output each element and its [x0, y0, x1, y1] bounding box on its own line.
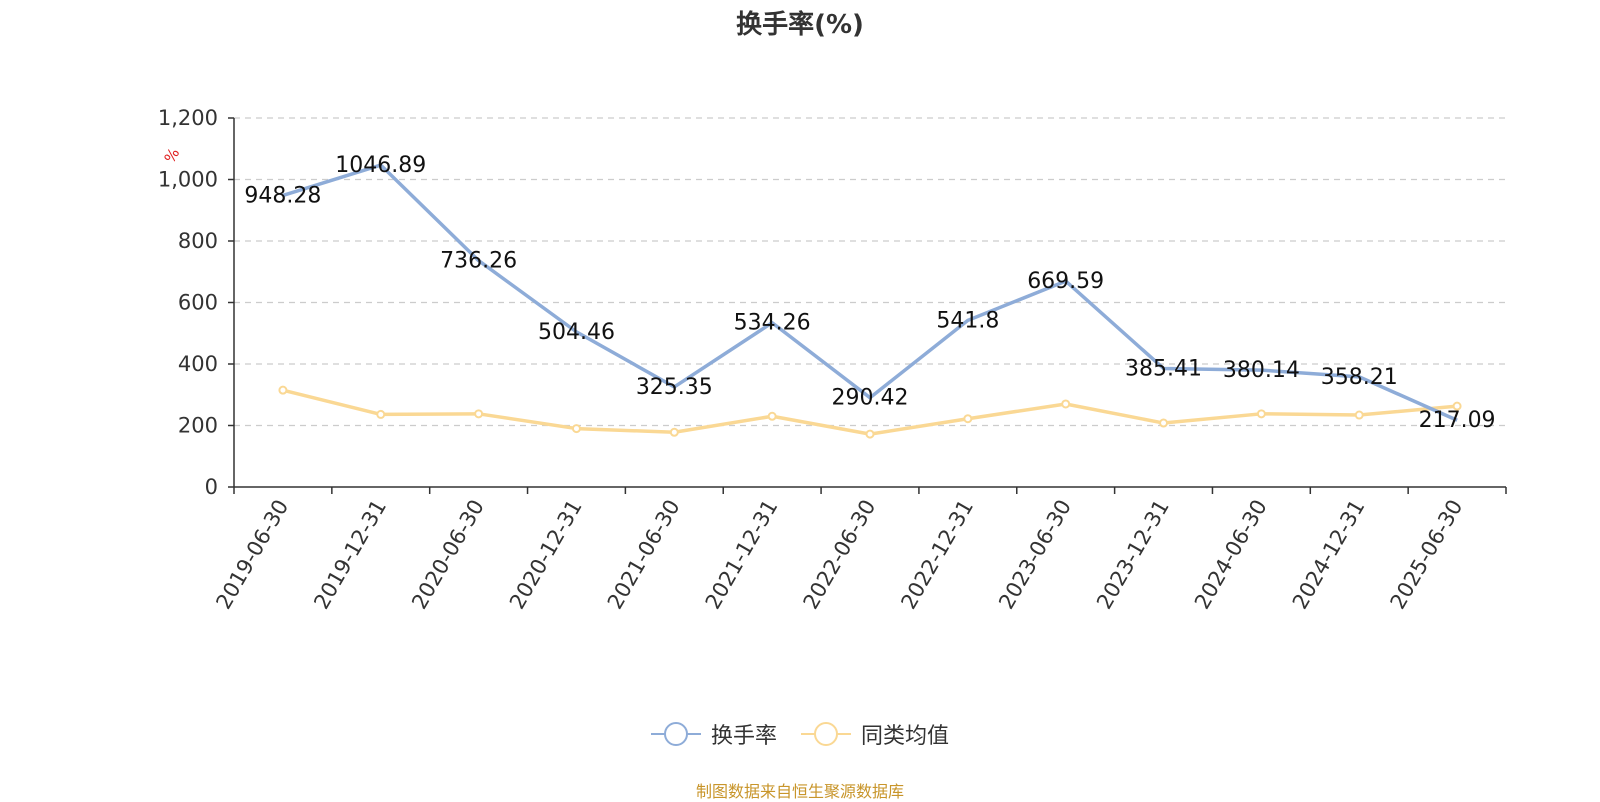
data-point-peer-average [1061, 399, 1071, 409]
data-label-turnover: 385.41 [1125, 356, 1202, 381]
data-labels: 948.28 1046.89 736.26 504.46 325.35 534.26 290… [244, 153, 1495, 433]
y-tick-label: 1,000 [158, 168, 218, 192]
x-tick-label: 2020-06-30 [407, 495, 489, 613]
data-label-turnover: 325.35 [636, 375, 713, 400]
data-label-turnover: 948.28 [244, 183, 321, 208]
x-tick-label: 2025-06-30 [1386, 496, 1468, 614]
data-label-turnover: 217.09 [1419, 408, 1496, 433]
data-point-peer-average [376, 409, 386, 419]
data-label-turnover: 736.26 [440, 249, 517, 274]
x-tick-label: 2020-12-31 [505, 496, 587, 614]
x-tick-label: 2023-06-30 [994, 496, 1076, 614]
series-lines [278, 163, 1462, 439]
data-label-turnover: 358.21 [1321, 365, 1398, 390]
legend-label-turnover: 换手率 [710, 724, 777, 749]
x-tick-label: 2019-12-31 [309, 496, 391, 614]
legend-item-turnover[interactable]: 换手率 [650, 718, 777, 750]
data-point-peer-average [963, 414, 973, 424]
data-label-turnover: 669.59 [1027, 269, 1104, 294]
x-tick-label: 2019-06-30 [211, 496, 293, 614]
legend-marker-turnover-icon [650, 721, 701, 747]
x-tick-label: 2022-12-31 [896, 496, 978, 614]
data-label-turnover: 504.46 [538, 320, 615, 345]
legend-marker-peer-average-icon [801, 721, 851, 747]
data-point-peer-average [767, 411, 777, 421]
y-tick-label: 600 [178, 291, 218, 315]
x-tick-label: 2024-06-30 [1190, 496, 1272, 614]
data-point-peer-average [571, 424, 581, 434]
y-axis-unit-label: % [161, 145, 184, 166]
x-tick-label: 2024-12-31 [1288, 496, 1370, 614]
data-label-turnover: 290.42 [832, 386, 909, 411]
y-tick-label: 400 [178, 352, 218, 376]
data-label-turnover: 380.14 [1223, 358, 1300, 383]
axes: 0 200 400 600 800 1,000 1,200 2019-06-30 2019-12… [158, 106, 1507, 614]
data-point-peer-average [669, 427, 679, 437]
data-point-peer-average [865, 429, 875, 439]
x-tick-label: 2023-12-31 [1092, 496, 1174, 614]
legend: 换手率 同类均值 [0, 718, 1600, 750]
grid-lines [234, 117, 1506, 427]
x-tick-label: 2022-06-30 [799, 496, 881, 614]
x-tick-label: 2021-12-31 [701, 496, 783, 614]
data-point-peer-average [1354, 410, 1364, 420]
data-point-peer-average [1452, 401, 1462, 411]
data-label-turnover: 534.26 [734, 311, 811, 336]
y-tick-label: 200 [178, 414, 218, 438]
legend-label-peer-average: 同类均值 [861, 724, 950, 749]
y-tick-label: 800 [178, 229, 218, 253]
y-tick-label: 1,200 [158, 106, 218, 130]
data-point-peer-average [1159, 418, 1169, 428]
data-point-peer-average [278, 385, 288, 395]
series-line-turnover [282, 163, 1458, 422]
data-point-peer-average [1256, 409, 1266, 419]
data-point-peer-average [474, 409, 484, 419]
line-chart: 0 200 400 600 800 1,000 1,200 2019-06-30 2019-12… [158, 106, 1507, 614]
data-label-turnover: 541.8 [936, 308, 999, 333]
source-note: 制图数据来自恒生聚源数据库 [695, 782, 904, 801]
legend-item-peer-average[interactable]: 同类均值 [801, 718, 949, 750]
data-label-turnover: 1046.89 [335, 153, 426, 178]
chart-title: 换手率(%) [736, 10, 864, 40]
x-tick-label: 2021-06-30 [603, 496, 685, 614]
y-tick-label: 0 [205, 475, 218, 499]
